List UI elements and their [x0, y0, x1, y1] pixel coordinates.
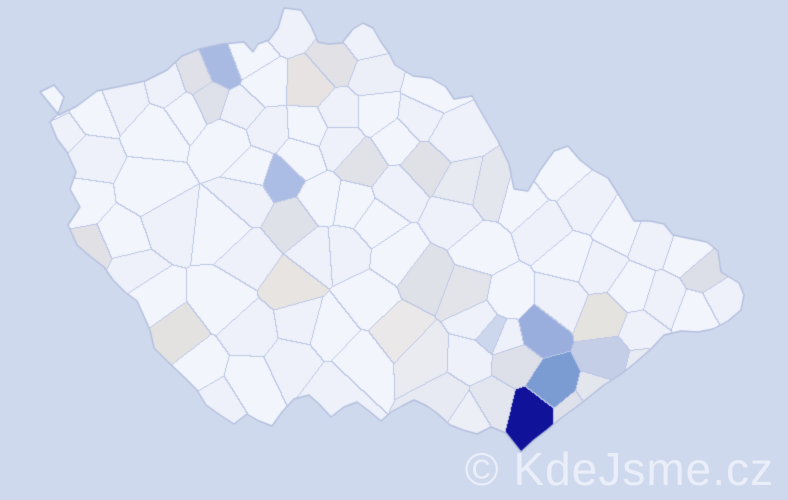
czech-districts-map-canvas[interactable] [0, 0, 788, 500]
map-viewport: © KdeJsme.cz [0, 0, 788, 500]
